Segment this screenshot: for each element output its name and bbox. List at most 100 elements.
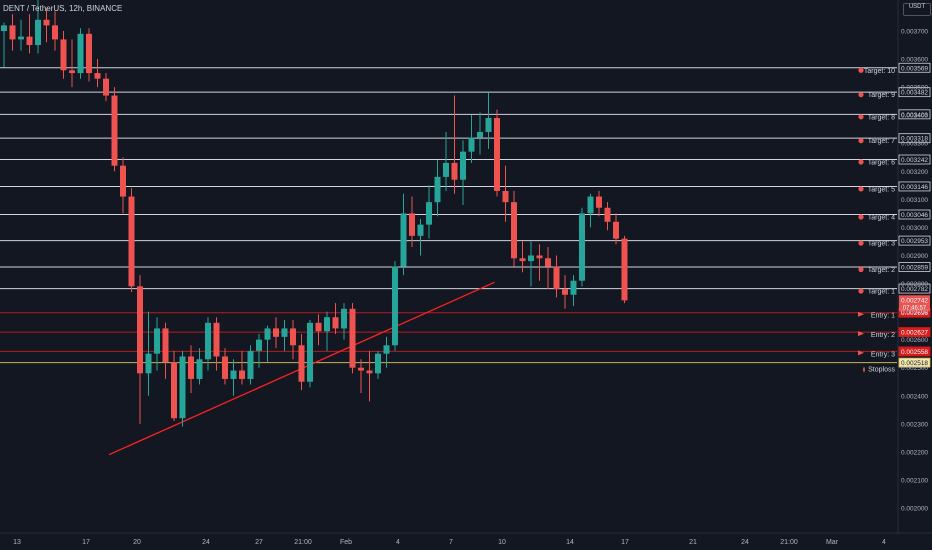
x-tick-label-2: 20 <box>133 539 141 546</box>
candle-body-69 <box>587 196 594 214</box>
candle-body-10 <box>86 33 92 74</box>
y-tick-label-15: 0.002200 <box>901 449 928 456</box>
currency-selector[interactable]: USDT <box>903 3 931 16</box>
current-price-box <box>899 295 930 312</box>
level-name-3: Target: 7 <box>868 138 895 145</box>
candle-body-51 <box>434 176 441 203</box>
candle-body-17 <box>145 353 152 374</box>
y-tick-label-6: 0.003100 <box>901 197 928 204</box>
level-name-8: Target: 2 <box>868 267 895 274</box>
flag-icon-11 <box>858 331 864 337</box>
candle-body-49 <box>417 224 424 236</box>
candle-body-58 <box>494 117 500 191</box>
candles-layer <box>1 0 628 427</box>
candle-body-24 <box>205 322 211 360</box>
level-name-6: Target: 4 <box>868 215 895 222</box>
candle-body-18 <box>154 328 160 354</box>
x-tick-label-14: 21:00 <box>780 539 798 546</box>
candle-body-33 <box>281 328 288 337</box>
candle-body-4 <box>35 19 41 46</box>
level-name-11: Entry: 2 <box>871 332 895 339</box>
currency-label: USDT <box>908 4 926 10</box>
candle-body-6 <box>52 25 58 40</box>
candle-body-37 <box>315 322 322 332</box>
level-value-box-9 <box>898 283 931 294</box>
fire-icon-13 <box>863 366 865 373</box>
x-tick-label-5: 21:00 <box>294 539 312 546</box>
x-tick-label-9: 10 <box>498 539 506 546</box>
y-tick-label-7: 0.003000 <box>901 225 928 232</box>
candle-body-42 <box>358 367 364 371</box>
x-tick-label-1: 17 <box>82 539 90 546</box>
level-value-12: 0.002558 <box>901 349 928 356</box>
candle-body-23 <box>196 359 203 379</box>
level-value-box-8 <box>898 262 931 272</box>
level-name-9: Target: 1 <box>868 289 895 296</box>
candle-body-25 <box>213 322 220 357</box>
level-value-box-11 <box>898 327 931 337</box>
candle-body-26 <box>222 356 228 379</box>
candle-body-27 <box>230 370 237 379</box>
candle-body-15 <box>128 196 135 287</box>
level-name-4: Target: 6 <box>868 160 895 167</box>
level-value-box-7 <box>898 235 931 246</box>
level-value-7: 0.002953 <box>901 238 928 245</box>
y-axis[interactable]: 0.003700 0.003600 0.003500 0.003400 0.003300… <box>897 0 928 534</box>
candle-body-70 <box>596 196 602 208</box>
candle-body-8 <box>69 70 75 74</box>
candle-body-45 <box>383 345 390 354</box>
candle-body-19 <box>162 328 169 363</box>
candle-body-12 <box>103 78 109 96</box>
candle-body-1 <box>9 25 16 40</box>
level-value-box-13 <box>898 357 931 368</box>
level-value-0: 0.003569 <box>901 65 928 72</box>
candle-body-55 <box>468 137 475 152</box>
level-value-5: 0.003146 <box>901 184 928 191</box>
candle-body-73 <box>621 238 628 301</box>
y-tick-label-2: 0.003500 <box>901 85 928 92</box>
candle-body-11 <box>94 73 101 79</box>
candle-body-30 <box>256 339 262 351</box>
level-value-11: 0.002627 <box>901 330 928 337</box>
candle-body-57 <box>485 117 492 133</box>
level-value-box-3 <box>898 133 931 144</box>
candle-body-59 <box>502 190 509 203</box>
candle-body-52 <box>443 162 449 177</box>
candle-body-50 <box>426 202 432 225</box>
level-value-4: 0.003242 <box>901 157 928 164</box>
candle-body-65 <box>553 266 560 290</box>
x-axis[interactable]: 13 17 20 24 27 21:00 Feb 4 7 10 14 17 21 24 21:00 Mar 4 <box>0 532 932 546</box>
level-name-7: Target: 3 <box>868 241 895 248</box>
level-name-1: Target: 9 <box>868 92 895 99</box>
candle-body-22 <box>188 356 194 379</box>
candle-body-39 <box>332 317 339 329</box>
candle-body-60 <box>511 202 517 259</box>
price-level-lines <box>0 67 897 364</box>
y-tick-label-16: 0.002100 <box>901 477 928 484</box>
x-tick-label-3: 24 <box>202 539 210 546</box>
candle-body-36 <box>307 322 313 382</box>
level-value-box-0 <box>898 62 931 73</box>
target-icon-7 <box>858 240 864 246</box>
candle-body-46 <box>392 266 398 346</box>
candle-body-9 <box>77 33 84 74</box>
candle-body-47 <box>400 213 407 267</box>
candle-body-63 <box>536 255 543 259</box>
level-value-1: 0.003482 <box>901 90 928 97</box>
y-tick-label-17: 0.002000 <box>901 506 928 513</box>
candle-body-0 <box>1 25 7 31</box>
level-value-box-1 <box>898 87 931 98</box>
candle-body-21 <box>179 356 186 419</box>
candle-body-68 <box>579 213 585 281</box>
candle-body-53 <box>451 162 458 180</box>
y-tick-label-3: 0.003400 <box>901 113 928 120</box>
y-tick-label-1: 0.003600 <box>901 57 928 64</box>
y-tick-label-8: 0.002900 <box>901 253 928 260</box>
candle-body-13 <box>111 95 118 166</box>
level-value-6: 0.003046 <box>901 212 928 219</box>
candle-body-43 <box>366 370 373 374</box>
candle-body-2 <box>18 36 24 40</box>
candle-body-71 <box>604 207 611 222</box>
candle-body-41 <box>349 308 356 368</box>
